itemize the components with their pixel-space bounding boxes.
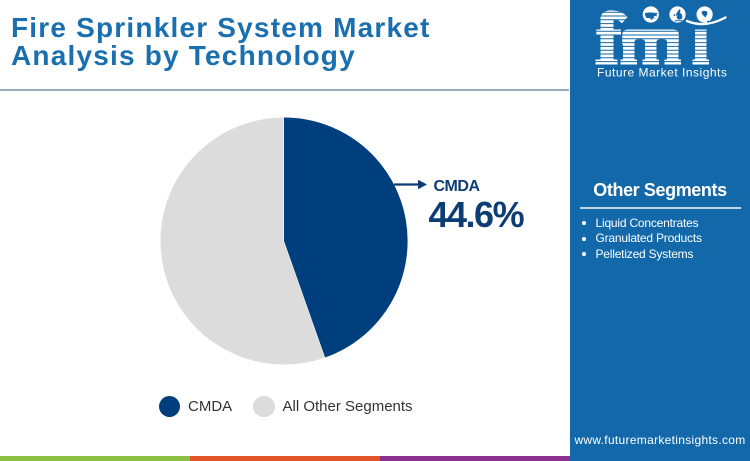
svg-text:Future Market Insights: Future Market Insights: [597, 66, 727, 80]
